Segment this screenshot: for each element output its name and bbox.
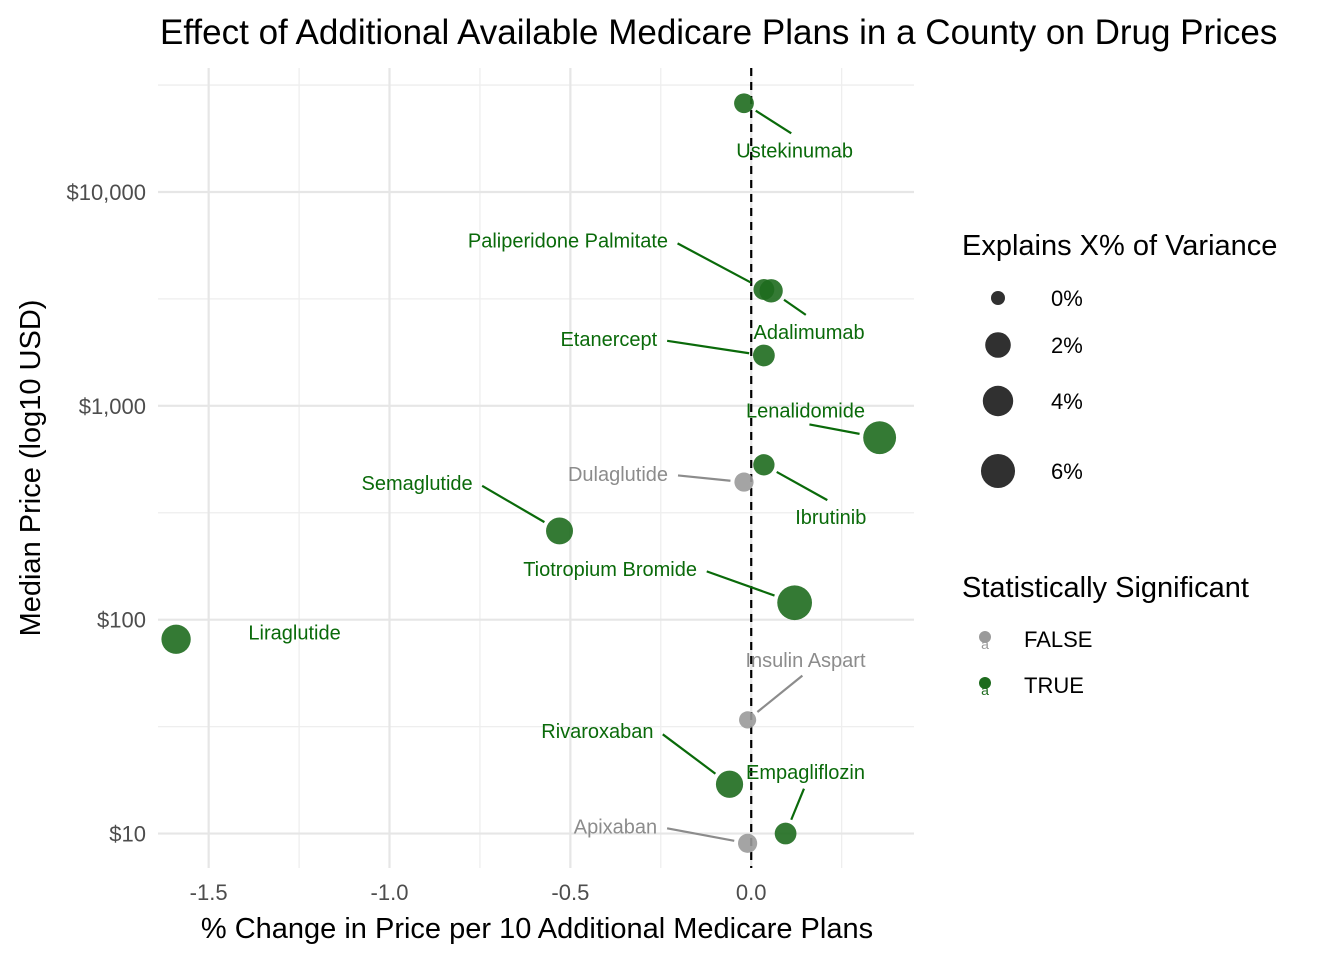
size-legend-key (982, 385, 1014, 417)
point-ustekinumab (734, 93, 754, 114)
point-semaglutide (546, 517, 573, 545)
connector-insulin-aspart (756, 674, 804, 713)
x-tick-label: -1.0 (371, 880, 409, 905)
y-axis-ticks: $10 $100 $1,000 $10,000 (66, 180, 146, 847)
connector-lenalidomide (809, 423, 860, 435)
point-ibrutinib (753, 454, 775, 476)
connector-paliperidone-palmitate (677, 242, 752, 284)
label-insulin-aspart: Insulin Aspart (745, 650, 866, 672)
connector-ibrutinib (776, 470, 828, 502)
connector-tiotropium-bromide (706, 570, 775, 597)
label-tiotropium-bromide: Tiotropium Bromide (523, 559, 697, 581)
size-legend-title: Explains X% of Variance (962, 230, 1277, 262)
connector-rivaroxaban (662, 733, 717, 775)
label-ibrutinib: Ibrutinib (795, 507, 866, 529)
label-etanercept: Etanercept (560, 329, 657, 351)
point-empagliflozin (774, 822, 797, 845)
size-legend-label: 0% (1051, 286, 1083, 311)
label-empagliflozin: Empagliflozin (746, 762, 865, 784)
y-axis-title: Median Price (log10 USD) (15, 300, 47, 637)
connector-apixaban (666, 827, 735, 842)
y-tick-label: $100 (97, 608, 146, 633)
point-apixaban (738, 833, 758, 853)
size-legend-key (980, 453, 1016, 489)
label-ustekinumab: Ustekinumab (736, 140, 853, 162)
x-tick-label: 0.0 (736, 880, 767, 905)
x-axis-title: % Change in Price per 10 Additional Medi… (201, 913, 873, 945)
significance-legend: Statistically Significant a FALSE a TRUE (962, 572, 1249, 698)
label-semaglutide: Semaglutide (362, 473, 473, 495)
point-insulin-aspart (739, 711, 757, 729)
label-liraglutide: Liraglutide (248, 622, 340, 644)
point-dulaglutide (734, 472, 754, 492)
connector-dulaglutide (677, 474, 731, 482)
chart-title: Effect of Additional Available Medicare … (160, 13, 1277, 52)
size-legend-key (991, 291, 1005, 305)
point-lenalidomide (863, 421, 897, 455)
significance-legend-key (979, 677, 991, 689)
label-connectors (481, 109, 860, 842)
significance-legend-label: FALSE (1024, 627, 1092, 652)
y-tick-label: $1,000 (79, 394, 146, 419)
significance-legend-label: TRUE (1024, 673, 1084, 698)
significance-legend-key-glyph: a (981, 682, 989, 698)
point-etanercept (752, 344, 775, 367)
label-adalimumab: Adalimumab (754, 322, 865, 344)
significance-legend-title: Statistically Significant (962, 572, 1249, 604)
size-legend: Explains X% of Variance 0% 2% 4% 6% (962, 230, 1277, 489)
connector-adalimumab (783, 298, 807, 316)
size-legend-label: 4% (1051, 389, 1083, 414)
label-paliperidone-palmitate: Paliperidone Palmitate (468, 231, 668, 253)
connector-ustekinumab (755, 109, 792, 135)
connector-empagliflozin (790, 788, 805, 821)
data-points (161, 93, 897, 853)
size-legend-label: 6% (1051, 459, 1083, 484)
label-apixaban: Apixaban (574, 817, 657, 839)
x-axis-ticks: -1.5 -1.0 -0.5 0.0 (190, 880, 767, 905)
size-legend-key (985, 332, 1011, 358)
point-rivaroxaban (715, 770, 744, 798)
connector-etanercept (666, 339, 750, 355)
x-tick-label: -0.5 (551, 880, 589, 905)
major-gridlines (158, 68, 914, 868)
minor-gridlines (158, 68, 914, 868)
y-tick-label: $10 (109, 822, 146, 847)
point-labels: Ustekinumab Paliperidone Palmitate Adalimu… (248, 140, 866, 838)
point-tiotropium-bromide (777, 585, 813, 621)
label-lenalidomide: Lenalidomide (746, 401, 865, 423)
size-legend-label: 2% (1051, 333, 1083, 358)
y-tick-label: $10,000 (66, 180, 146, 205)
significance-legend-key (979, 631, 991, 643)
label-dulaglutide: Dulaglutide (568, 464, 668, 486)
point-adalimumab (759, 279, 783, 303)
point-liraglutide (161, 624, 191, 654)
significance-legend-key-glyph: a (981, 636, 989, 652)
x-tick-label: -1.5 (190, 880, 228, 905)
label-rivaroxaban: Rivaroxaban (541, 721, 653, 743)
connector-semaglutide (481, 484, 545, 524)
